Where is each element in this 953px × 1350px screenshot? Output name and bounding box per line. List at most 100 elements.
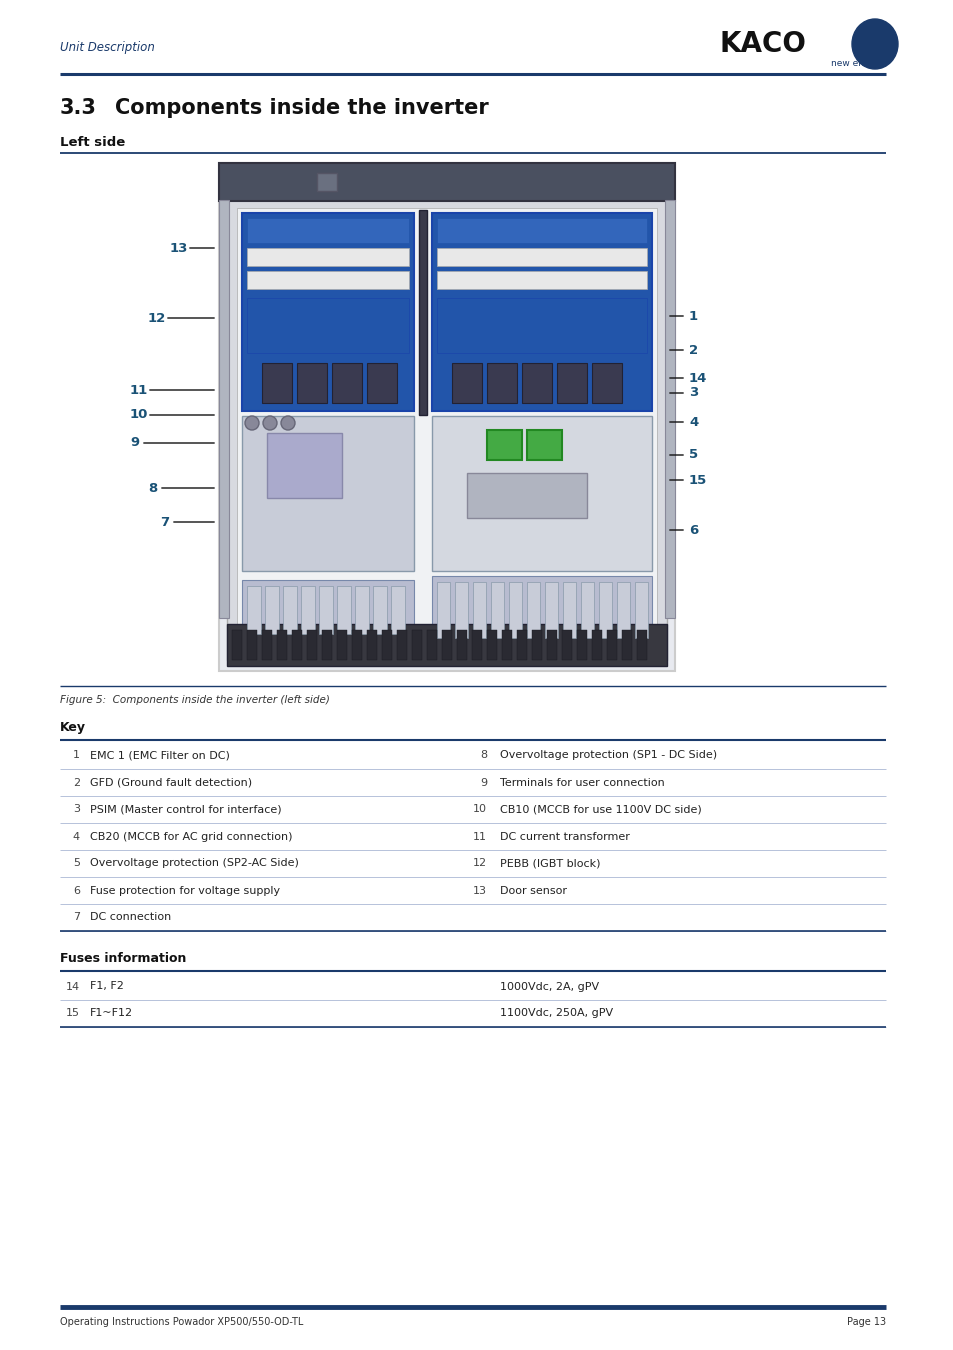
Bar [219,163,675,201]
Text: 13: 13 [473,886,486,895]
Bar [296,363,327,404]
Text: EMC 1 (EMC Filter on DC): EMC 1 (EMC Filter on DC) [90,751,230,760]
Bar [472,630,481,660]
Bar [501,630,512,660]
Text: Overvoltage protection (SP2-AC Side): Overvoltage protection (SP2-AC Side) [90,859,298,868]
Bar [355,586,369,634]
Bar [486,431,521,460]
Text: Figure 5:  Components inside the inverter (left side): Figure 5: Components inside the inverter… [60,695,330,705]
Bar [592,630,601,660]
Bar [396,630,407,660]
Text: Fuse protection for voltage supply: Fuse protection for voltage supply [90,886,280,895]
Text: 1000Vdc, 2A, gPV: 1000Vdc, 2A, gPV [499,981,598,991]
Bar [598,582,612,639]
Bar [318,586,333,634]
Bar [247,271,409,289]
Bar [557,363,586,404]
Bar [432,647,651,664]
Bar [606,630,617,660]
Text: 3.3: 3.3 [60,99,97,117]
Bar [532,630,541,660]
Bar [219,200,229,618]
Ellipse shape [263,416,276,431]
Bar [242,416,414,571]
Bar [322,630,332,660]
Bar [637,630,646,660]
Text: 12: 12 [148,312,166,324]
Text: GFD (Ground fault detection): GFD (Ground fault detection) [90,778,252,787]
Bar [242,213,414,410]
Bar [247,586,261,634]
Text: 4: 4 [72,832,80,841]
Text: Operating Instructions Powador XP500/550-OD-TL: Operating Instructions Powador XP500/550… [60,1318,303,1327]
Text: 1100Vdc, 250A, gPV: 1100Vdc, 250A, gPV [499,1008,613,1018]
Bar [367,363,396,404]
Text: Unit Description: Unit Description [60,40,154,54]
Text: 8: 8 [479,751,486,760]
Text: PEBB (IGBT block): PEBB (IGBT block) [499,859,599,868]
Bar [227,200,666,660]
Text: 8: 8 [148,482,157,494]
Text: 4: 4 [688,416,698,428]
Bar [580,582,594,639]
Bar [436,271,646,289]
Text: 9: 9 [479,778,486,787]
Text: KACO: KACO [720,30,806,58]
Bar [455,582,468,639]
Text: 5: 5 [73,859,80,868]
Text: DC connection: DC connection [90,913,172,922]
Text: 3: 3 [688,386,698,400]
Bar [336,630,347,660]
Text: 15: 15 [688,474,706,486]
Text: CB10: CB10 [294,464,313,471]
Text: 12: 12 [473,859,486,868]
Bar [592,363,621,404]
Bar [267,433,341,498]
Bar [367,630,376,660]
Text: 13: 13 [170,242,188,255]
Bar [452,363,481,404]
Bar [292,630,302,660]
Text: DC current transformer: DC current transformer [499,832,629,841]
Text: 6: 6 [73,886,80,895]
Bar [432,416,651,571]
Text: 3: 3 [73,805,80,814]
Bar [247,630,256,660]
Bar [283,586,296,634]
Bar [227,624,666,666]
Bar [262,363,292,404]
Text: 11: 11 [130,383,148,397]
Bar [562,582,576,639]
Text: 1: 1 [73,751,80,760]
Bar [412,630,421,660]
Text: 10: 10 [473,805,486,814]
Bar [427,630,436,660]
Bar [262,630,272,660]
Bar [486,363,517,404]
Bar [432,213,651,410]
Text: PSIM (Master control for interface): PSIM (Master control for interface) [90,805,281,814]
Bar [467,472,586,518]
Bar [617,582,629,639]
Bar [546,630,557,660]
Text: 11: 11 [473,832,486,841]
Text: 14: 14 [66,981,80,991]
Bar [219,163,675,671]
Bar [373,586,387,634]
Text: Key: Key [60,721,86,734]
Text: F1~F12: F1~F12 [90,1008,133,1018]
Text: Page 13: Page 13 [846,1318,885,1327]
Text: 9: 9 [130,436,139,450]
Bar [247,217,409,243]
Text: CB10 (MCCB for use 1100V DC side): CB10 (MCCB for use 1100V DC side) [499,805,701,814]
Text: CB20 (MCCB for AC grid connection): CB20 (MCCB for AC grid connection) [90,832,293,841]
Bar [276,630,287,660]
Bar [436,298,646,352]
Text: 10: 10 [130,409,149,421]
Bar [517,630,526,660]
Text: Terminals for user connection: Terminals for user connection [499,778,664,787]
Bar [486,630,497,660]
Bar [247,248,409,266]
Bar [316,173,336,190]
Text: new energy.: new energy. [830,59,885,69]
